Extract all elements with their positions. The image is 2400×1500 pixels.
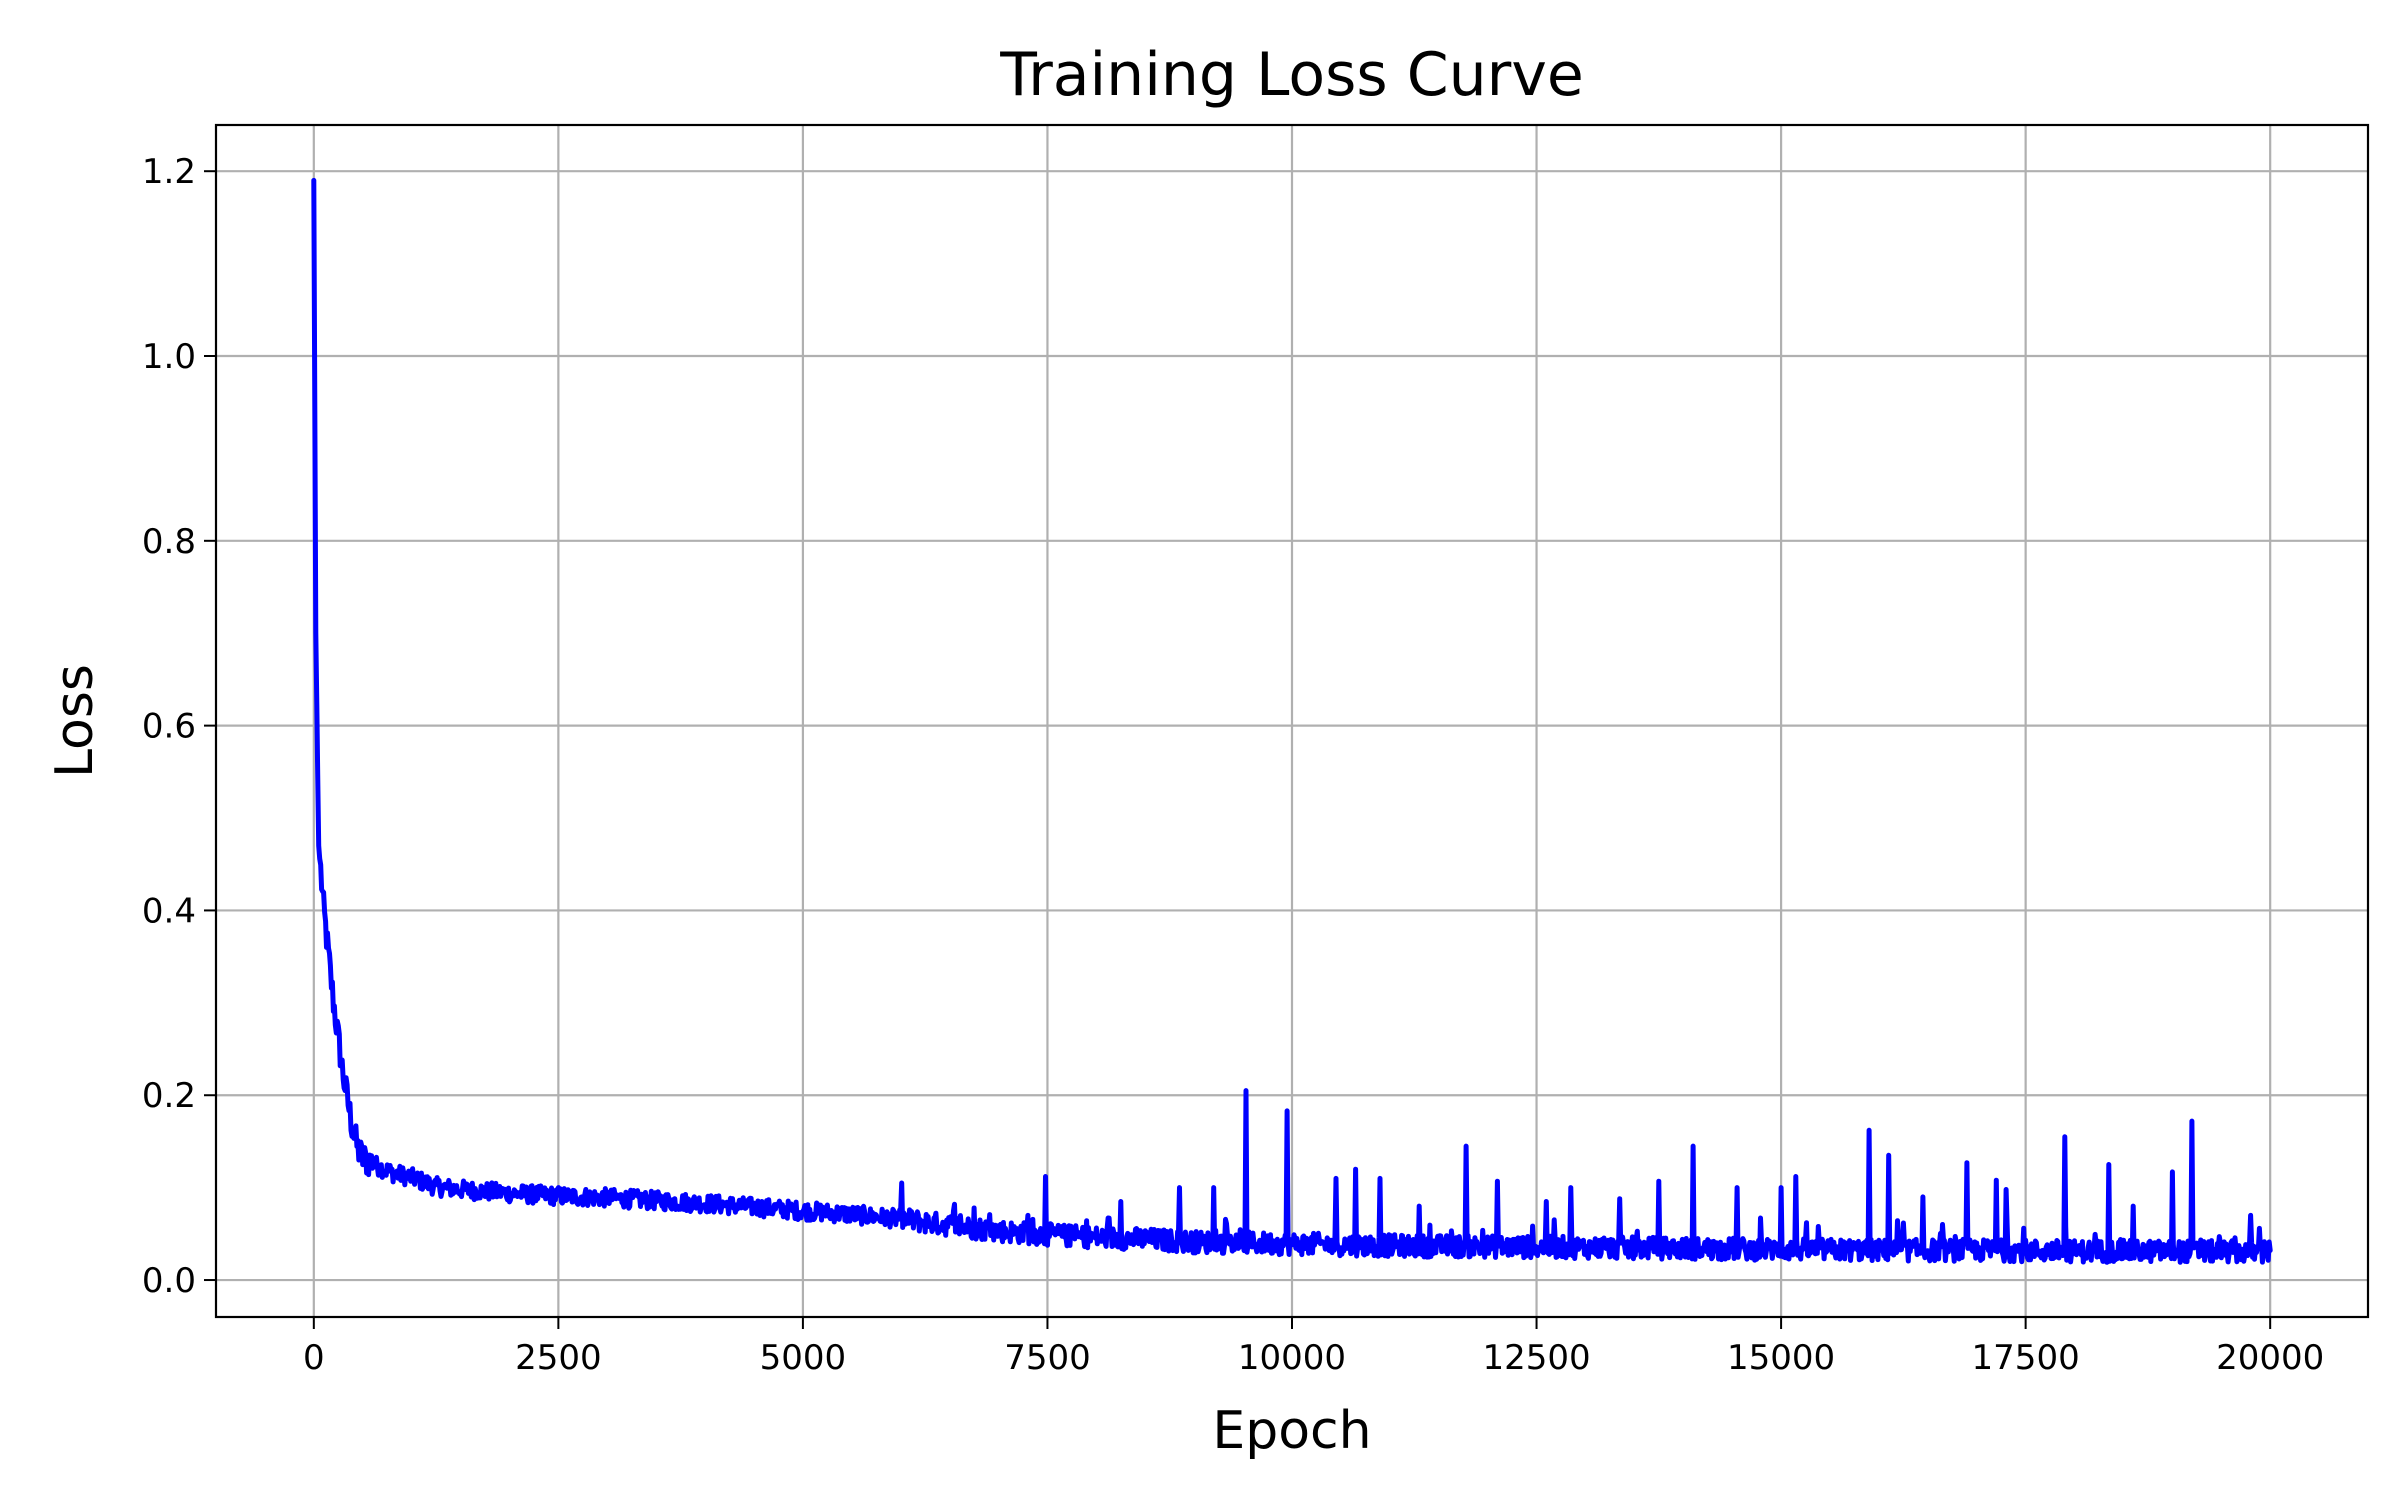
y-tick-label: 0.0 xyxy=(142,1261,196,1301)
grid-lines xyxy=(216,125,2368,1317)
x-tick-label: 2500 xyxy=(515,1338,602,1378)
y-tick-label: 1.2 xyxy=(142,152,196,192)
chart-title: Training Loss Curve xyxy=(999,40,1584,110)
y-tick-label: 0.4 xyxy=(142,891,196,931)
y-axis-label: Loss xyxy=(45,664,105,778)
y-tick-label: 1.0 xyxy=(142,337,196,377)
x-tick-label: 20000 xyxy=(2216,1338,2324,1378)
series-layer xyxy=(311,177,2273,1265)
x-tick-label: 7500 xyxy=(1004,1338,1091,1378)
x-tick-label: 10000 xyxy=(1238,1338,1346,1378)
x-tick-label: 17500 xyxy=(1972,1338,2080,1378)
x-axis-label: Epoch xyxy=(1212,1401,1371,1461)
x-tick-label: 12500 xyxy=(1482,1338,1590,1378)
x-tick-label: 0 xyxy=(303,1338,325,1378)
x-tick-label: 5000 xyxy=(760,1338,847,1378)
y-tick-label: 0.8 xyxy=(142,522,196,562)
x-tick-label: 15000 xyxy=(1727,1338,1835,1378)
loss-series-line xyxy=(311,177,2273,1265)
axis-ticks: 0 2500 5000 7500 10000 12500 15000 17500 20000 0.… xyxy=(142,152,2324,1378)
y-tick-label: 0.6 xyxy=(142,707,196,747)
y-tick-label: 0.2 xyxy=(142,1076,196,1116)
